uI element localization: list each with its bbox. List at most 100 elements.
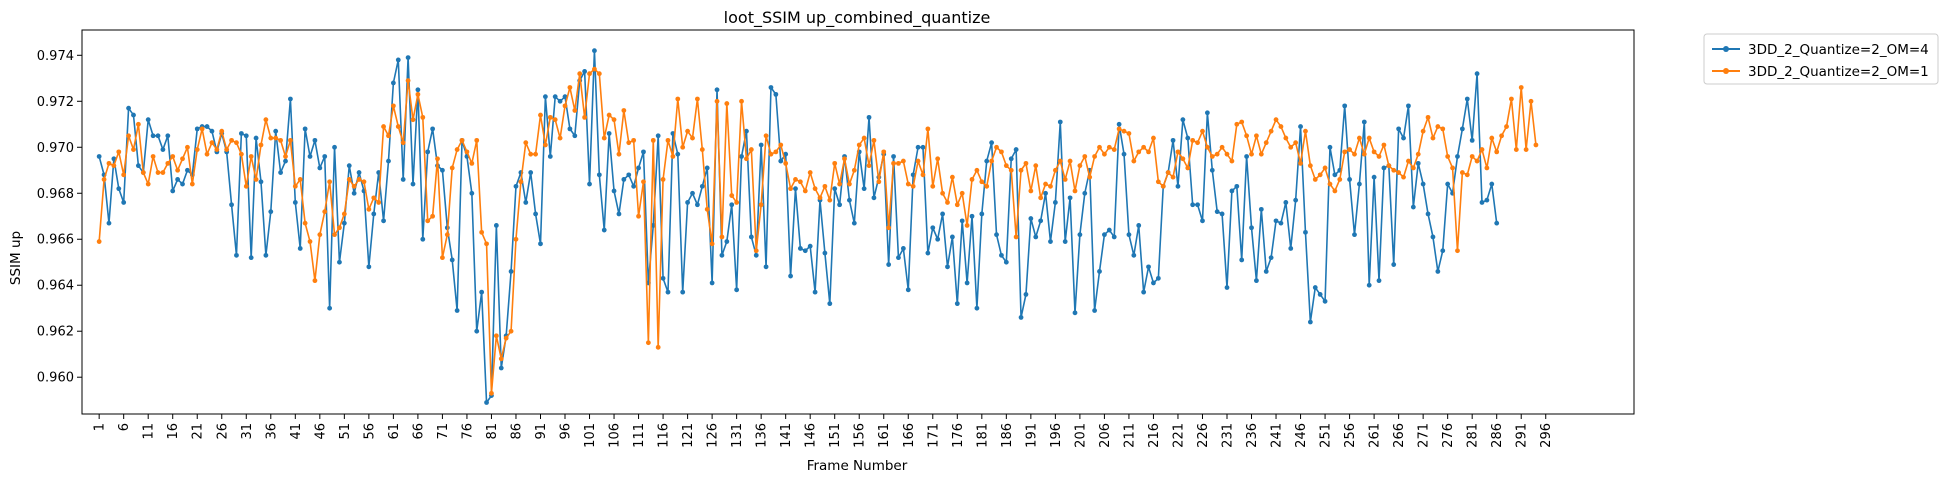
data-point [219,128,225,134]
data-point [685,200,690,205]
data-point [297,246,303,251]
data-point [1494,220,1500,226]
data-point [1249,151,1254,157]
data-point [704,206,710,212]
data-point [479,229,485,235]
data-point [1440,126,1446,132]
data-point [945,200,950,205]
data-point [1131,158,1137,164]
data-point [876,179,882,185]
data-point [905,287,911,293]
data-point [1219,211,1225,217]
data-point [302,126,308,132]
data-point [1312,177,1318,182]
data-point [268,209,274,215]
data-point [1155,179,1161,185]
data-point [719,234,725,240]
data-point [430,126,436,132]
data-point [547,154,553,159]
data-point [307,239,313,244]
data-point [709,241,715,247]
data-point [523,140,529,146]
data-point [753,248,759,254]
data-point [464,149,470,155]
data-point [1303,128,1308,134]
data-point [695,202,700,208]
y-tick-label: 0.966 [37,233,74,248]
x-tick-label: 186 [1000,423,1015,448]
data-point [1415,160,1421,166]
data-point [1425,211,1431,217]
data-point [1410,204,1416,210]
data-point [268,135,274,141]
data-point [1342,149,1348,155]
data-point [135,121,141,127]
data-point [1121,128,1127,134]
data-point [729,202,735,208]
data-point [611,117,617,123]
data-point [861,135,867,141]
data-point [1523,147,1529,152]
data-point [606,112,612,118]
data-point [1440,248,1446,254]
data-point [542,142,548,148]
data-point [116,149,122,155]
data-point [1092,308,1097,313]
x-tick-label: 241 [1270,423,1285,448]
data-point [734,200,740,205]
data-point [381,124,386,129]
data-point [886,225,892,231]
data-point [1263,140,1269,146]
data-point [1273,117,1279,123]
x-tick-label: 231 [1220,423,1235,448]
x-tick-label: 151 [828,423,843,448]
data-point [1136,149,1142,155]
data-point [238,131,244,136]
data-point [1391,167,1397,173]
data-point [1018,315,1024,320]
data-point [1528,98,1534,104]
data-point [312,278,318,284]
data-point [1322,298,1328,304]
data-point [665,137,671,143]
x-tick-label: 31 [240,423,255,440]
data-point [1347,177,1352,182]
data-point [837,202,843,208]
data-point [690,190,695,196]
data-point [1018,167,1024,173]
data-point [847,197,852,203]
data-point [1406,103,1411,109]
data-point [1033,163,1039,169]
data-point [896,160,901,166]
data-point [788,186,793,192]
data-point [292,200,298,205]
data-point [508,328,514,334]
data-point [631,183,637,189]
data-point [802,248,808,254]
data-point [253,177,259,182]
data-point [592,48,597,54]
data-point [1258,151,1264,157]
x-tick-label: 211 [1122,423,1137,448]
data-point [155,133,161,139]
data-point [1479,200,1485,205]
data-point [371,195,377,201]
data-point [920,172,926,178]
x-tick-label: 146 [804,423,819,448]
data-point [209,128,215,134]
chart-title: loot_SSIM up_combined_quantize [724,8,991,28]
data-point [273,135,279,141]
data-point [587,181,592,187]
data-point [454,308,460,313]
data-point [636,165,641,171]
data-point [974,167,980,173]
data-point [493,223,499,228]
data-point [1229,188,1235,194]
data-point [454,147,460,152]
y-tick-label: 0.972 [37,95,74,110]
data-point [180,156,185,162]
data-point [234,140,239,146]
data-point [1278,220,1284,226]
data-point [1293,197,1299,203]
data-point [288,96,293,102]
